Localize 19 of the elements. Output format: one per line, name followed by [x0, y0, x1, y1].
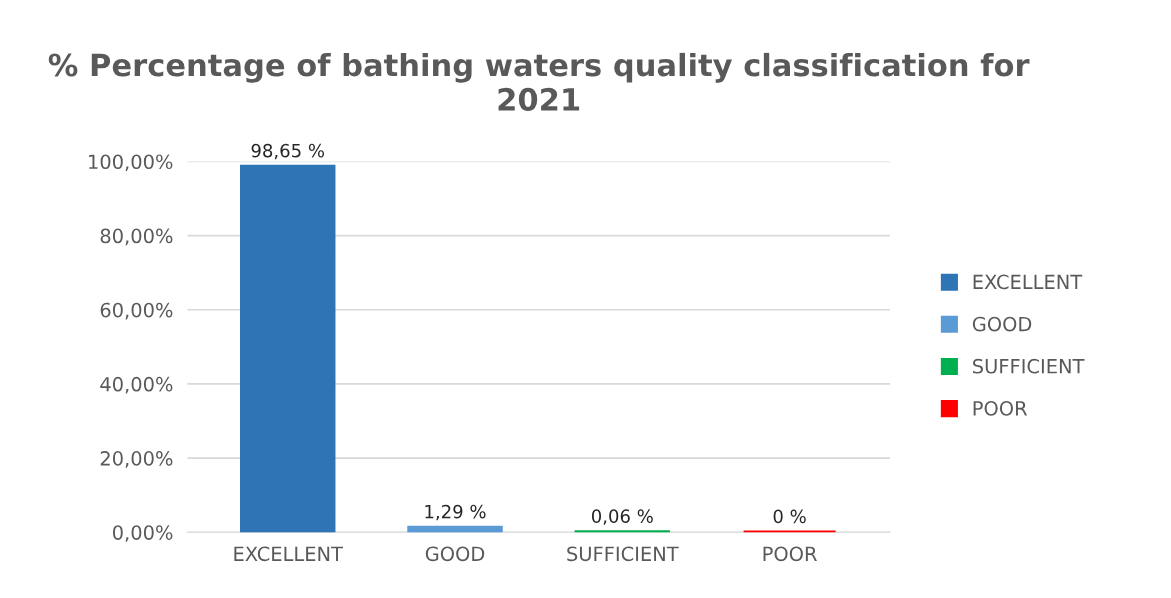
legend-label: EXCELLENT	[973, 274, 1083, 290]
data-label: 0,06 %	[591, 509, 653, 525]
y-tick-label: 100,00%	[89, 154, 173, 172]
data-label: 1,29 %	[425, 504, 486, 521]
legend-label: GOOD	[972, 316, 1032, 332]
legend-label: SUFFICIENT	[973, 358, 1085, 374]
y-tick-label: 20,00%	[100, 451, 173, 468]
x-tick-label: SUFFICIENT	[567, 546, 679, 562]
data-label: 98,65 %	[251, 143, 325, 160]
y-tick-label: 40,00%	[100, 376, 173, 394]
legend-label: POOR	[973, 401, 1028, 416]
y-tick-label: 0,00%	[112, 525, 173, 542]
y-tick-label: 80,00%	[100, 228, 173, 246]
x-tick-label: EXCELLENT	[234, 546, 343, 562]
chart-title: % Percentage of bathing waters quality classification for 2021	[48, 52, 1030, 111]
x-tick-label: POOR	[763, 546, 817, 562]
data-label: 0 %	[773, 509, 806, 524]
y-tick-label: 60,00%	[100, 302, 173, 320]
x-tick-label: GOOD	[425, 546, 485, 562]
